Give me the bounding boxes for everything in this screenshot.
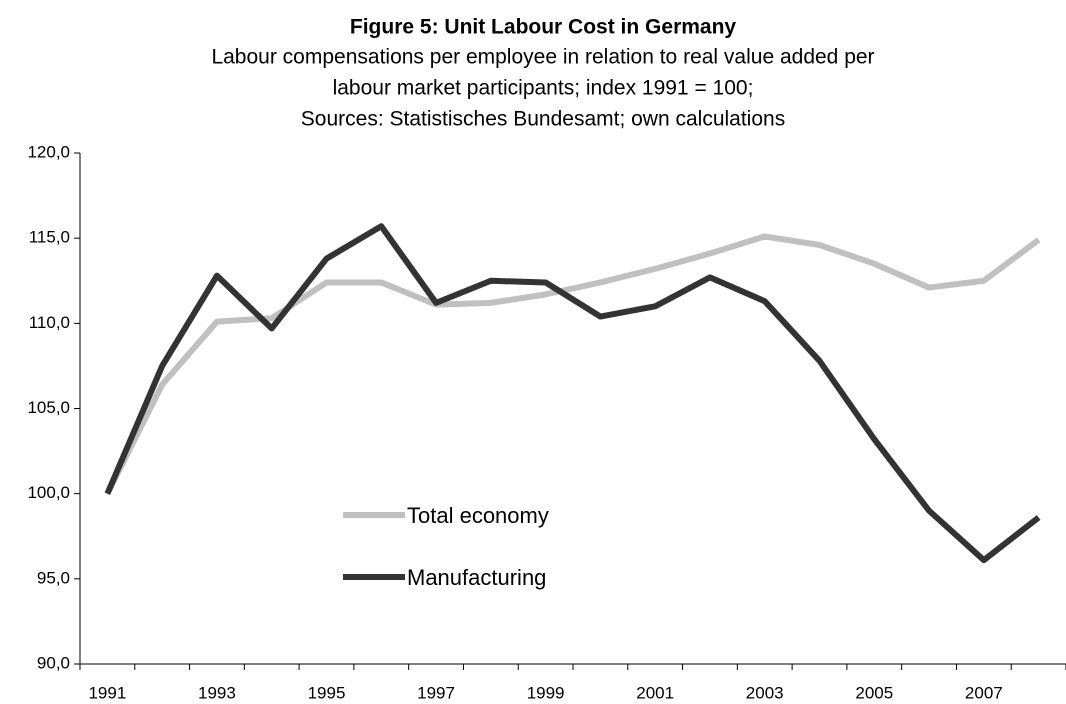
x-tick-label: 2001	[636, 683, 674, 702]
x-tick-label: 1999	[527, 683, 565, 702]
y-tick-label: 95,0	[37, 568, 70, 587]
x-tick-label: 1993	[198, 683, 236, 702]
legend-label: Total economy	[407, 503, 549, 528]
chart-title: Figure 5: Unit Labour Cost in Germany	[350, 16, 737, 39]
y-tick-label: 115,0	[29, 228, 70, 247]
y-tick-label: 90,0	[37, 653, 70, 672]
x-tick-label: 1995	[308, 683, 346, 702]
series-line	[104, 233, 1041, 496]
chart-subtitle: Labour compensations per employee in rel…	[211, 46, 874, 69]
x-tick-label: 1991	[88, 683, 126, 702]
chart-subtitle: labour market participants; index 1991 =…	[333, 77, 754, 100]
x-tick-label: 1997	[417, 683, 455, 702]
x-tick-label: 2005	[855, 683, 893, 702]
x-tick-label: 2003	[746, 683, 784, 702]
y-tick-label: 110,0	[29, 313, 70, 332]
y-tick-label: 120,0	[27, 142, 70, 161]
x-tick-label: 2007	[965, 683, 1003, 702]
y-tick-label: 100,0	[27, 483, 70, 502]
legend-label: Manufacturing	[407, 565, 546, 590]
y-tick-label: 105,0	[27, 398, 70, 417]
series-line	[104, 223, 1041, 564]
chart-subtitle: Sources: Statistisches Bundesamt; own ca…	[301, 108, 785, 131]
